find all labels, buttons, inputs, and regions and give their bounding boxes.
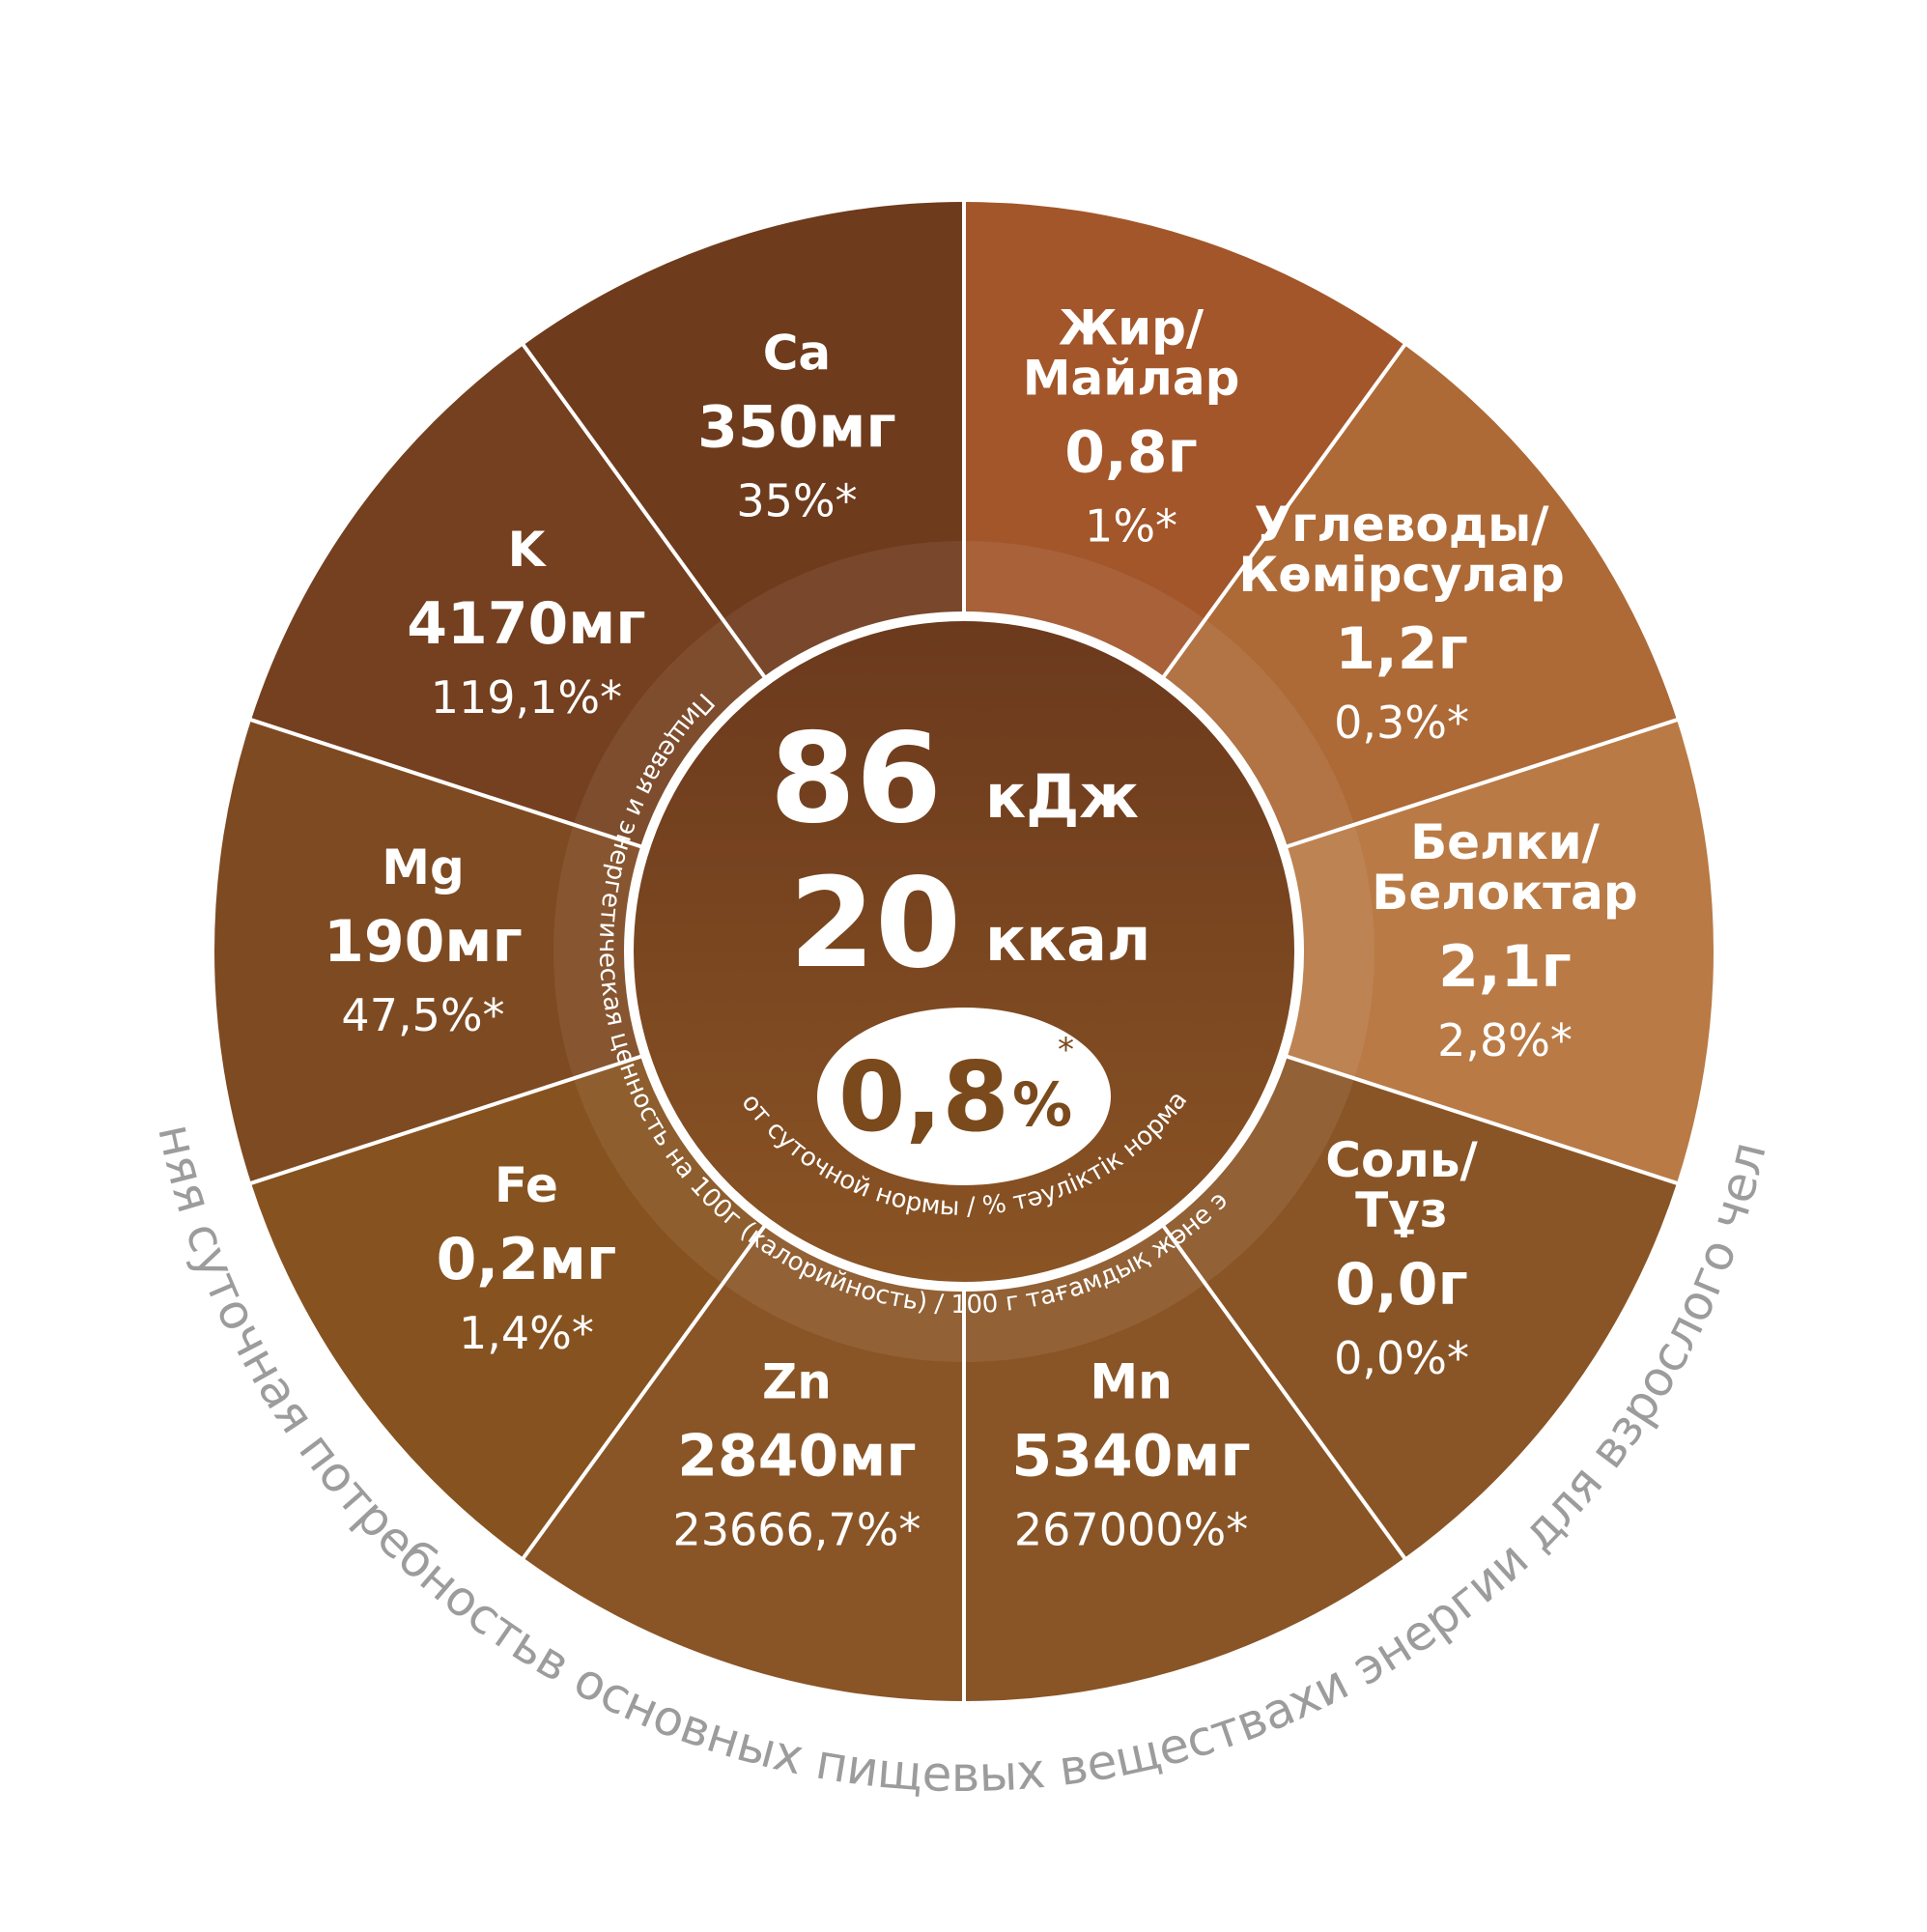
segment-percent-fe: 1,4%*: [459, 1307, 594, 1359]
segment-name-salt: Тұз: [1355, 1182, 1448, 1238]
segment-divider: [521, 1221, 769, 1561]
daily-percent-sign: %: [1012, 1069, 1072, 1140]
segment-name-mg: Mg: [382, 839, 465, 895]
segment-name-fat: Жир/: [1059, 299, 1204, 355]
segment-name-mn: Mn: [1090, 1354, 1172, 1410]
segment-label-fat: Жир/Майлар 0,8г 1%*: [1023, 299, 1240, 552]
segment-name-salt: Соль/: [1325, 1132, 1478, 1188]
segment-amount-mg: 190мг: [324, 908, 523, 976]
segment-percent-ca: 35%*: [736, 474, 857, 526]
segment-name-protein: Белки/: [1410, 814, 1601, 870]
segment-amount-k: 4170мг: [407, 590, 645, 658]
segment-name-fe: Fe: [495, 1157, 558, 1213]
segment-label-carbs: Углеводы/Көмірсулар 1,2г 0,3%*: [1238, 497, 1564, 749]
segment-percent-salt: 0,0%*: [1334, 1332, 1469, 1384]
segment-percent-mg: 47,5%*: [341, 989, 504, 1041]
center-disc: [624, 611, 1304, 1292]
segment-label-fe: Fe 0,2мг 1,4%*: [437, 1157, 617, 1359]
segment-label-zn: Zn 2840мг 23666,7%*: [672, 1354, 921, 1556]
segment-amount-protein: 2,1г: [1438, 933, 1572, 1001]
segment-label-mn: Mn 5340мг 267000%*: [1011, 1354, 1250, 1556]
segment-amount-fat: 0,8г: [1064, 418, 1198, 486]
energy-kcal-unit: ккал: [985, 904, 1150, 975]
segment-amount-zn: 2840мг: [677, 1423, 916, 1491]
energy-kj-value: 86: [770, 707, 942, 851]
energy-kcal-value: 20: [789, 852, 961, 996]
segment-amount-ca: 350мг: [697, 393, 896, 461]
segment-percent-fat: 1%*: [1085, 499, 1177, 552]
segment-name-protein: Белоктар: [1372, 865, 1637, 921]
segment-amount-fe: 0,2мг: [437, 1226, 617, 1293]
segment-name-zn: Zn: [762, 1354, 832, 1410]
segment-divider: [248, 717, 646, 850]
segment-name-k: K: [508, 522, 548, 578]
segment-label-salt: Соль/Тұз 0,0г 0,0%*: [1325, 1132, 1478, 1384]
segment-name-carbs: Углеводы/: [1255, 497, 1550, 553]
segment-label-protein: Белки/Белоктар 2,1г 2,8%*: [1372, 814, 1637, 1066]
segment-divider: [1282, 717, 1680, 850]
segment-label-ca: Ca 350мг 35%*: [697, 325, 896, 526]
segment-divider: [1159, 342, 1407, 682]
segment-percent-protein: 2,8%*: [1437, 1014, 1573, 1066]
energy-kj-unit: кДж: [985, 761, 1139, 832]
segment-name-carbs: Көмірсулар: [1238, 547, 1564, 603]
segment-percent-zn: 23666,7%*: [672, 1504, 921, 1556]
daily-percent-value: 0,8: [838, 1040, 1009, 1153]
segment-amount-salt: 0,0г: [1335, 1251, 1468, 1319]
segment-name-ca: Ca: [763, 325, 831, 381]
segment-amount-carbs: 1,2г: [1335, 615, 1468, 683]
segment-divider: [521, 342, 769, 682]
segment-protein: [964, 720, 1714, 1183]
daily-percent-badge: [817, 1008, 1111, 1185]
daily-percent-asterisk: *: [1058, 1031, 1074, 1069]
segment-mg: [213, 720, 965, 1183]
segment-label-mg: Mg 190мг 47,5%*: [324, 839, 523, 1041]
segment-label-k: K 4170мг 119,1%*: [407, 522, 645, 724]
segment-percent-k: 119,1%*: [431, 671, 622, 724]
segment-percent-carbs: 0,3%*: [1334, 696, 1469, 749]
segment-divider: [1282, 1053, 1680, 1186]
segment-amount-mn: 5340мг: [1011, 1423, 1250, 1491]
segment-name-fat: Майлар: [1023, 350, 1240, 406]
dividers-layer: [248, 200, 1680, 1703]
segment-percent-mn: 267000%*: [1014, 1504, 1248, 1556]
segment-divider: [248, 1053, 646, 1186]
segment-divider: [1159, 1221, 1407, 1561]
